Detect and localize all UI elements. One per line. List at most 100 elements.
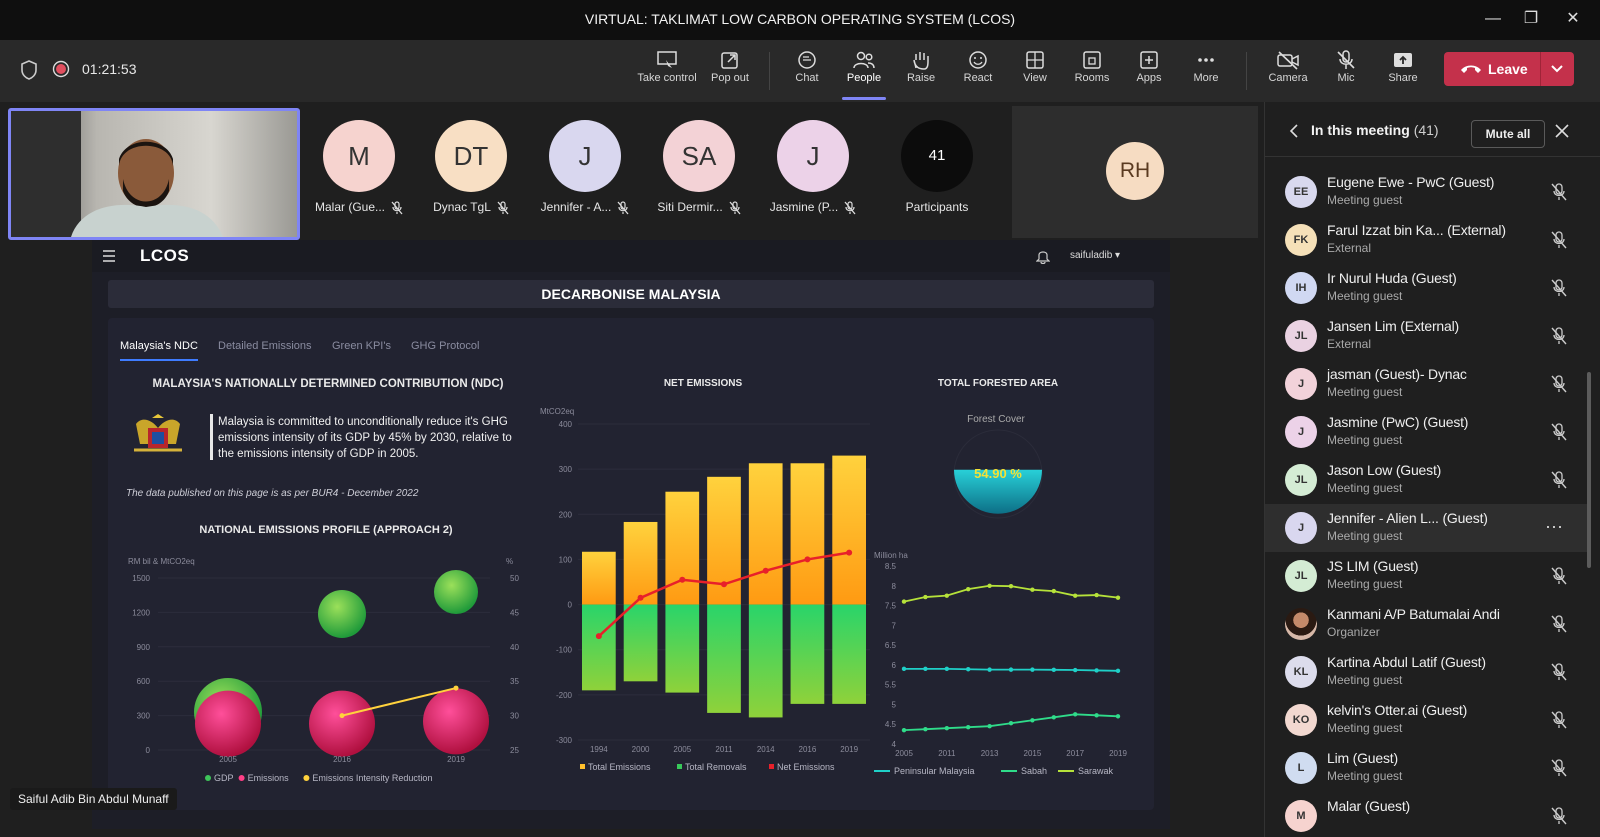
forest-series-point <box>1051 588 1056 594</box>
net-emissions-point <box>804 556 811 563</box>
forest-series-point <box>923 594 928 600</box>
mic-off-icon[interactable] <box>1551 567 1567 585</box>
roster-row[interactable]: J Jennifer - Alien L... (Guest) Meeting gu… <box>1265 504 1591 552</box>
participants-count: 41 <box>901 120 973 192</box>
mic-off-icon[interactable] <box>1551 327 1567 345</box>
y-axis-title: RM bil & MtCO2eq <box>128 557 195 566</box>
forest-series-point <box>987 583 992 588</box>
roster-row[interactable]: JL Jansen Lim (External) External <box>1265 312 1591 360</box>
take-control-button[interactable]: Take control <box>635 46 699 96</box>
malaysia-coat-of-arms-icon <box>134 414 182 452</box>
forest-series-point <box>1115 668 1121 674</box>
chat-icon <box>798 51 816 69</box>
banner: DECARBONISE MALAYSIA <box>108 280 1154 308</box>
participant-name: Dynac TgL <box>433 200 491 214</box>
tab-malaysias-ndc[interactable]: Malaysia's NDC <box>120 340 198 361</box>
apps-button[interactable]: Apps <box>1117 46 1181 96</box>
forest-series-point <box>987 724 992 729</box>
tab-green-kpis[interactable]: Green KPI's <box>332 340 391 352</box>
emissions-profile-chart: RM bil & MtCO2eq % 1500 1200 900 600 300 0 50 45 4… <box>128 557 519 783</box>
y-tick-label: 1500 <box>132 574 150 583</box>
y-tick-label: 100 <box>559 555 573 564</box>
mic-off-icon[interactable] <box>1551 375 1567 393</box>
total-removals-bar <box>707 604 741 713</box>
total-emissions-bar <box>748 463 783 605</box>
react-button[interactable]: React <box>946 46 1010 96</box>
forest-series-point <box>1094 668 1099 673</box>
mic-button[interactable]: Mic <box>1314 46 1378 96</box>
user-menu[interactable]: saifuladib ▾ <box>1070 250 1121 261</box>
close-window-icon[interactable]: ✕ <box>1566 10 1580 27</box>
people-button[interactable]: People <box>832 46 896 100</box>
forest-series-point <box>1008 583 1014 589</box>
total-emissions-bar <box>832 455 866 605</box>
roster-row[interactable]: FK Farul Izzat bin Ka... (External) Extern… <box>1265 216 1591 264</box>
featured-participant-tile[interactable]: RH <box>1012 106 1258 238</box>
roster-name: Jennifer - Alien L... (Guest) <box>1327 510 1488 526</box>
forest-series-point <box>1030 587 1035 592</box>
roster-row[interactable]: KO kelvin's Otter.ai (Guest) Meeting guest <box>1265 696 1591 744</box>
roster-row[interactable]: IH Ir Nurul Huda (Guest) Meeting guest <box>1265 264 1591 312</box>
mute-all-button[interactable]: Mute all <box>1471 120 1545 148</box>
tab-ghg-protocol[interactable]: GHG Protocol <box>411 340 480 352</box>
chat-button[interactable]: Chat <box>775 46 839 96</box>
participant-tile[interactable]: M Malar (Gue... <box>304 120 414 215</box>
roster-row[interactable]: J Jasmine (PwC) (Guest) Meeting guest <box>1265 408 1591 456</box>
participants-overflow[interactable]: 41 Participants <box>882 120 992 214</box>
more-button[interactable]: More <box>1174 46 1238 96</box>
roster-scrollbar[interactable] <box>1587 372 1591 568</box>
participant-tile[interactable]: J Jasmine (P... <box>758 120 868 215</box>
pop-out-button[interactable]: Pop out <box>698 46 762 96</box>
mic-off-icon[interactable] <box>1551 423 1567 441</box>
leave-button[interactable]: Leave <box>1444 52 1574 86</box>
y-tick-label: 8.5 <box>885 562 897 571</box>
hamburger-menu-icon[interactable] <box>102 250 116 262</box>
gauge-fill <box>954 469 1042 514</box>
mic-off-icon[interactable] <box>1551 471 1567 489</box>
participant-tile[interactable]: DT Dynac TgL <box>416 120 526 215</box>
mic-off-icon[interactable] <box>1551 183 1567 201</box>
bell-icon[interactable] <box>1036 248 1050 264</box>
view-button[interactable]: View <box>1003 46 1067 96</box>
legend-label: Total Removals <box>685 762 747 772</box>
mic-off-icon[interactable] <box>1551 711 1567 729</box>
mic-off-icon[interactable] <box>1551 663 1567 681</box>
tab-detailed-emissions[interactable]: Detailed Emissions <box>218 340 312 352</box>
close-icon[interactable] <box>1555 124 1569 138</box>
forest-series-point <box>1115 595 1121 600</box>
x-tick-label: 2016 <box>333 755 351 764</box>
roster-row[interactable]: KL Kartina Abdul Latif (Guest) Meeting gue… <box>1265 648 1591 696</box>
camera-button[interactable]: Camera <box>1256 46 1320 96</box>
forest-series-point <box>966 724 971 730</box>
chevron-down-icon[interactable] <box>1550 64 1564 74</box>
raise-hand-button[interactable]: Raise <box>889 46 953 96</box>
participant-name: Jennifer - A... <box>540 200 612 214</box>
restore-icon[interactable]: ❐ <box>1523 10 1539 27</box>
chevron-left-icon[interactable] <box>1289 124 1299 138</box>
more-options-icon[interactable]: ··· <box>1545 516 1563 536</box>
roster-row[interactable]: Kanmani A/P Batumalai Andi Organizer <box>1265 600 1591 648</box>
mic-off-icon[interactable] <box>1551 615 1567 633</box>
mic-off-icon[interactable] <box>1551 759 1567 777</box>
roster-role: Meeting guest <box>1327 481 1403 495</box>
share-button[interactable]: Share <box>1371 46 1435 96</box>
mic-off-icon[interactable] <box>1551 231 1567 249</box>
total-removals-bar <box>790 604 825 704</box>
roster-row[interactable]: L Lim (Guest) Meeting guest <box>1265 744 1591 792</box>
participant-tile[interactable]: J Jennifer - A... <box>530 120 640 215</box>
roster-row[interactable]: JL Jason Low (Guest) Meeting guest <box>1265 456 1591 504</box>
apps-icon <box>1140 51 1158 69</box>
participant-tile[interactable]: SA Siti Dermir... <box>644 120 754 215</box>
roster-row[interactable]: JL JS LIM (Guest) Meeting guest <box>1265 552 1591 600</box>
ndc-statement: Malaysia is committed to unconditionally… <box>218 416 512 460</box>
mic-off-icon[interactable] <box>1551 807 1567 825</box>
avatar: KL <box>1285 656 1317 688</box>
roster-row[interactable]: EE Eugene Ewe - PwC (Guest) Meeting guest <box>1265 168 1591 216</box>
minimize-icon[interactable]: — <box>1485 10 1501 27</box>
roster-row[interactable]: M Malar (Guest) <box>1265 792 1591 837</box>
mic-off-icon[interactable] <box>1551 279 1567 297</box>
rooms-button[interactable]: Rooms <box>1060 46 1124 96</box>
forest-cover-label: Forest Cover <box>967 414 1025 425</box>
avatar: JL <box>1285 320 1317 352</box>
